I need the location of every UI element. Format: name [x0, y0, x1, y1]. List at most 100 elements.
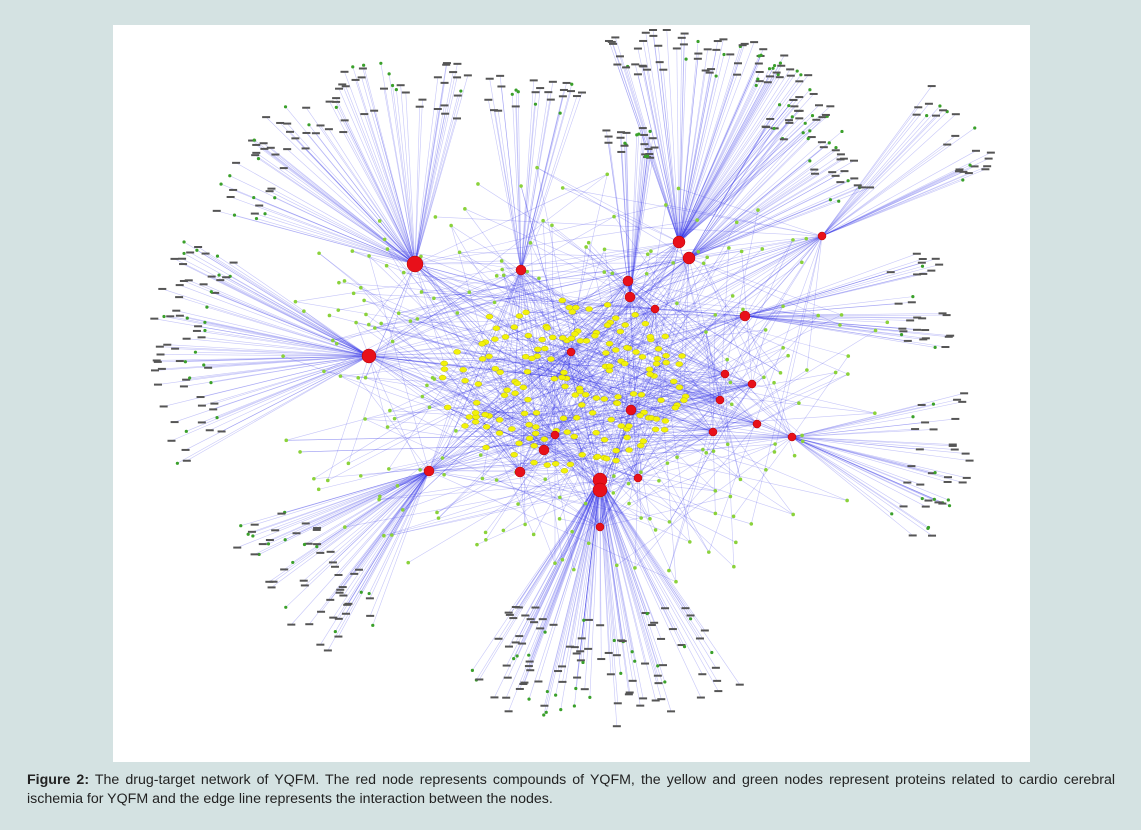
edge [553, 479, 601, 625]
protein-node [612, 315, 620, 321]
edge [552, 235, 823, 338]
leaf-label [641, 612, 650, 615]
edge [235, 162, 416, 265]
leaf-label [954, 170, 963, 173]
leaf-label [921, 421, 930, 424]
edge [625, 144, 631, 298]
edge [624, 143, 631, 298]
edge [365, 418, 556, 436]
protein-node [440, 360, 448, 367]
protein-node [639, 470, 643, 474]
edge [499, 383, 753, 421]
protein-node [749, 522, 754, 526]
edge [414, 263, 534, 535]
edge [476, 280, 629, 404]
edge [340, 375, 721, 401]
edge [517, 434, 556, 505]
leaf-label [850, 159, 859, 162]
edge [580, 479, 601, 661]
leaf-label [287, 623, 296, 626]
edge [519, 315, 819, 473]
edge [254, 470, 430, 525]
edge [744, 274, 918, 317]
leaf-label [265, 580, 274, 583]
figure-label: Figure 2: [27, 772, 90, 788]
edge [379, 436, 793, 500]
protein-node [772, 63, 777, 68]
edge [428, 449, 703, 472]
leaf-label [763, 81, 772, 84]
protein-node [334, 341, 339, 346]
edge [563, 372, 639, 479]
leaf-label [265, 539, 274, 542]
edge [511, 269, 522, 429]
leaf-label [624, 693, 633, 696]
edge [599, 479, 641, 706]
leaf-label [943, 480, 952, 483]
edge [654, 308, 677, 582]
leaf-label [511, 105, 520, 108]
edge [630, 329, 766, 411]
leaf-label [266, 146, 275, 149]
edge [433, 297, 572, 353]
leaf-label [815, 104, 824, 107]
edge [368, 355, 546, 480]
edge [520, 92, 549, 271]
protein-node [651, 426, 660, 433]
edge [405, 92, 416, 265]
edge [629, 296, 742, 315]
leaf-label [351, 78, 360, 81]
edge [340, 375, 521, 473]
protein-node [266, 542, 271, 546]
edge [428, 355, 683, 472]
leaf-label [913, 328, 922, 331]
leaf-label [740, 42, 749, 45]
leaf-label [339, 594, 348, 597]
edge [230, 196, 416, 265]
edge [712, 306, 784, 433]
edge [821, 150, 977, 237]
edge [678, 116, 823, 243]
edge [478, 315, 746, 385]
protein-node [228, 174, 232, 178]
leaf-label [340, 70, 349, 73]
edge [637, 429, 665, 479]
edge [642, 65, 680, 243]
edge [544, 351, 572, 440]
edge [552, 337, 721, 401]
edge [262, 470, 430, 545]
edge [688, 257, 841, 326]
edge [791, 436, 970, 461]
edge [599, 479, 706, 631]
leaf-label [831, 174, 840, 177]
edge [599, 425, 622, 528]
protein-node [810, 114, 815, 118]
edge [519, 387, 524, 473]
edge [567, 383, 753, 433]
edge [457, 351, 758, 425]
edge [428, 358, 533, 472]
protein-node [791, 238, 795, 242]
edge [712, 314, 716, 433]
edge [485, 235, 823, 343]
edge [595, 315, 746, 433]
leaf-label [312, 528, 321, 531]
edge [564, 470, 601, 528]
leaf-label [641, 662, 650, 665]
leaf-label [951, 113, 960, 116]
leaf-label [292, 532, 301, 535]
edge [678, 49, 717, 243]
edge [268, 470, 430, 545]
protein-node [664, 203, 668, 207]
compound-node [752, 419, 762, 429]
protein-node [427, 405, 432, 410]
edge [368, 355, 606, 367]
leaf-label [703, 48, 712, 51]
edge [233, 189, 416, 265]
edge [634, 64, 680, 243]
edge [688, 122, 790, 259]
edge [678, 69, 791, 243]
edge [744, 315, 923, 319]
edge [791, 436, 935, 500]
leaf-label [631, 63, 640, 66]
